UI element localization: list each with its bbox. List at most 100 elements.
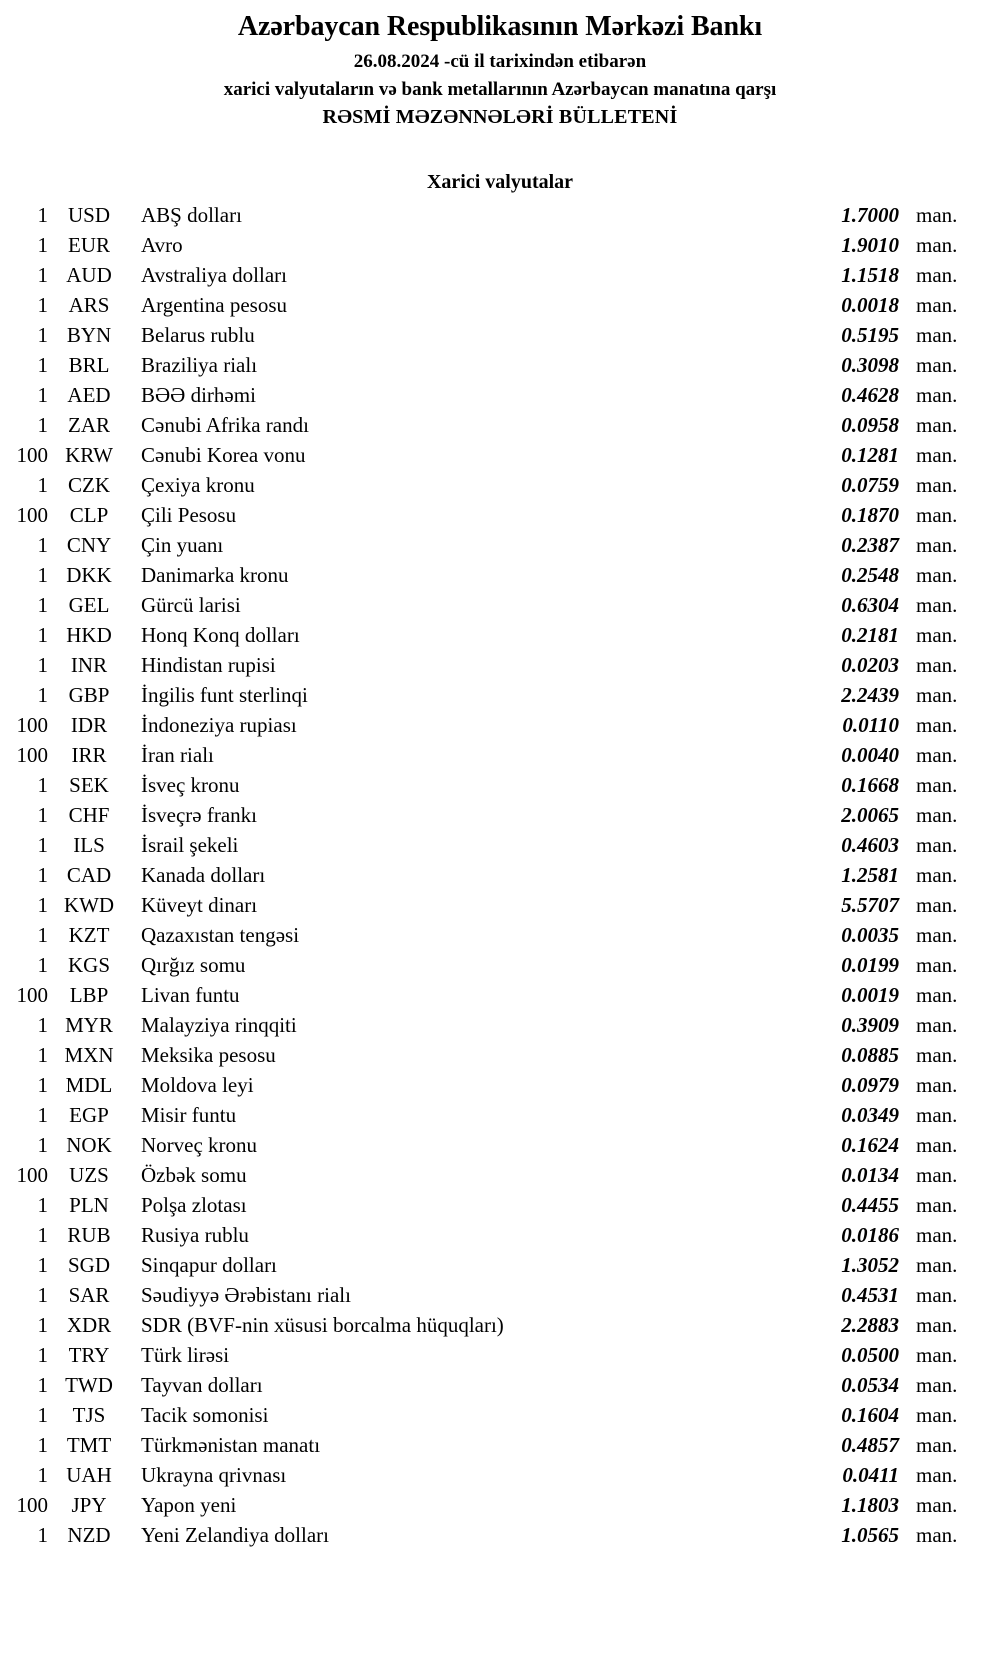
currency-units: 1: [37, 1043, 49, 1068]
currency-name: Hindistan rupisi: [141, 653, 276, 678]
exchange-rate-table: 1 USD ABŞ dolları 1.7000 man. 1 EUR Avro 1.9010 m…: [0, 200, 1000, 1550]
currency-unit-label: man.: [916, 1403, 958, 1428]
currency-code: MXN: [64, 1043, 114, 1068]
currency-rate: 1.0565: [841, 1523, 899, 1548]
currency-rate: 2.0065: [841, 803, 899, 828]
currency-code: SEK: [69, 773, 109, 798]
table-row: 100 LBP Livan funtu 0.0019 man.: [0, 980, 1000, 1010]
currency-name: Cənubi Korea vonu: [141, 443, 306, 468]
currency-units: 1: [37, 533, 49, 558]
currency-unit-label: man.: [916, 1313, 958, 1338]
currency-code: AUD: [66, 263, 112, 288]
table-row: 1 PLN Polşa zlotası 0.4455 man.: [0, 1190, 1000, 1220]
currency-code: XDR: [66, 1313, 112, 1338]
table-row: 100 JPY Yapon yeni 1.1803 man.: [0, 1490, 1000, 1520]
currency-name: Argentina pesosu: [141, 293, 288, 318]
currency-unit-label: man.: [916, 623, 958, 648]
table-row: 1 AUD Avstraliya dolları 1.1518 man.: [0, 260, 1000, 290]
currency-unit-label: man.: [916, 503, 958, 528]
currency-rate: 0.6304: [841, 593, 899, 618]
table-row: 1 TJS Tacik somonisi 0.1604 man.: [0, 1400, 1000, 1430]
currency-rate: 0.0019: [841, 983, 899, 1008]
currency-units: 1: [37, 1343, 49, 1368]
currency-code: JPY: [71, 1493, 107, 1518]
currency-name: Kanada dolları: [141, 863, 266, 888]
table-row: 1 TWD Tayvan dolları 0.0534 man.: [0, 1370, 1000, 1400]
currency-units: 1: [37, 893, 49, 918]
bulletin-page: Azərbaycan Respublikasının Mərkəzi Bankı…: [0, 11, 1000, 1550]
currency-code: SGD: [67, 1253, 110, 1278]
currency-code: TMT: [66, 1433, 112, 1458]
currency-units: 1: [37, 383, 49, 408]
table-row: 1 RUB Rusiya rublu 0.0186 man.: [0, 1220, 1000, 1250]
table-row: 1 KZT Qazaxıstan tengəsi 0.0035 man.: [0, 920, 1000, 950]
currency-units: 1: [37, 1253, 49, 1278]
currency-code: GBP: [68, 683, 110, 708]
table-row: 1 KWD Küveyt dinarı 5.5707 man.: [0, 890, 1000, 920]
currency-unit-label: man.: [916, 1343, 958, 1368]
currency-units: 1: [37, 1523, 49, 1548]
currency-name: Çili Pesosu: [141, 503, 237, 528]
currency-rate: 2.2439: [841, 683, 899, 708]
currency-code: CZK: [68, 473, 110, 498]
currency-name: Yeni Zelandiya dolları: [141, 1523, 329, 1548]
table-row: 1 AED BƏƏ dirhəmi 0.4628 man.: [0, 380, 1000, 410]
currency-name: Yapon yeni: [141, 1493, 237, 1518]
currency-units: 1: [37, 833, 49, 858]
currency-units: 1: [37, 683, 49, 708]
currency-code: IDR: [70, 713, 108, 738]
currency-rate: 0.3098: [841, 353, 899, 378]
currency-code: CAD: [66, 863, 112, 888]
table-row: 1 TRY Türk lirəsi 0.0500 man.: [0, 1340, 1000, 1370]
currency-units: 1: [37, 1223, 49, 1248]
currency-name: Cənubi Afrika randı: [141, 413, 309, 438]
currency-units: 1: [37, 1433, 49, 1458]
currency-rate: 2.2883: [841, 1313, 899, 1338]
currency-units: 1: [37, 1313, 49, 1338]
currency-code: USD: [67, 203, 110, 228]
currency-name: Avstraliya dolları: [141, 263, 287, 288]
table-row: 100 UZS Özbək somu 0.0134 man.: [0, 1160, 1000, 1190]
currency-code: INR: [70, 653, 108, 678]
currency-code: RUB: [67, 1223, 111, 1248]
currency-units: 1: [37, 593, 49, 618]
table-row: 1 NOK Norveç kronu 0.1624 man.: [0, 1130, 1000, 1160]
table-row: 100 IDR İndoneziya rupiası 0.0110 man.: [0, 710, 1000, 740]
currency-rate: 0.4628: [841, 383, 899, 408]
currency-rate: 0.0979: [841, 1073, 899, 1098]
currency-name: İndoneziya rupiası: [141, 713, 297, 738]
currency-rate: 5.5707: [841, 893, 899, 918]
currency-code: PLN: [69, 1193, 109, 1218]
currency-unit-label: man.: [916, 803, 958, 828]
currency-name: Rusiya rublu: [141, 1223, 249, 1248]
currency-units: 1: [37, 1403, 49, 1428]
currency-code: EUR: [68, 233, 110, 258]
table-row: 1 EUR Avro 1.9010 man.: [0, 230, 1000, 260]
currency-name: Çexiya kronu: [141, 473, 255, 498]
currency-code: NOK: [66, 1133, 112, 1158]
currency-unit-label: man.: [916, 713, 958, 738]
currency-rate: 0.1281: [841, 443, 899, 468]
currency-code: KWD: [63, 893, 115, 918]
currency-unit-label: man.: [916, 1193, 958, 1218]
currency-units: 100: [16, 443, 49, 468]
currency-unit-label: man.: [916, 593, 958, 618]
table-row: 1 CZK Çexiya kronu 0.0759 man.: [0, 470, 1000, 500]
currency-units: 1: [37, 803, 49, 828]
currency-code: TRY: [68, 1343, 110, 1368]
currency-name: Norveç kronu: [141, 1133, 258, 1158]
currency-code: ARS: [68, 293, 110, 318]
table-row: 1 GEL Gürcü larisi 0.6304 man.: [0, 590, 1000, 620]
currency-code: KRW: [65, 443, 113, 468]
currency-rate: 0.0199: [841, 953, 899, 978]
currency-rate: 0.0203: [841, 653, 899, 678]
currency-name: Polşa zlotası: [141, 1193, 247, 1218]
currency-unit-label: man.: [916, 1043, 958, 1068]
currency-name: Qırğız somu: [141, 953, 246, 978]
currency-units: 1: [37, 773, 49, 798]
currency-name: Belarus rublu: [141, 323, 255, 348]
currency-units: 1: [37, 233, 49, 258]
currency-rate: 0.1870: [841, 503, 899, 528]
currency-units: 1: [37, 923, 49, 948]
currency-unit-label: man.: [916, 1013, 958, 1038]
